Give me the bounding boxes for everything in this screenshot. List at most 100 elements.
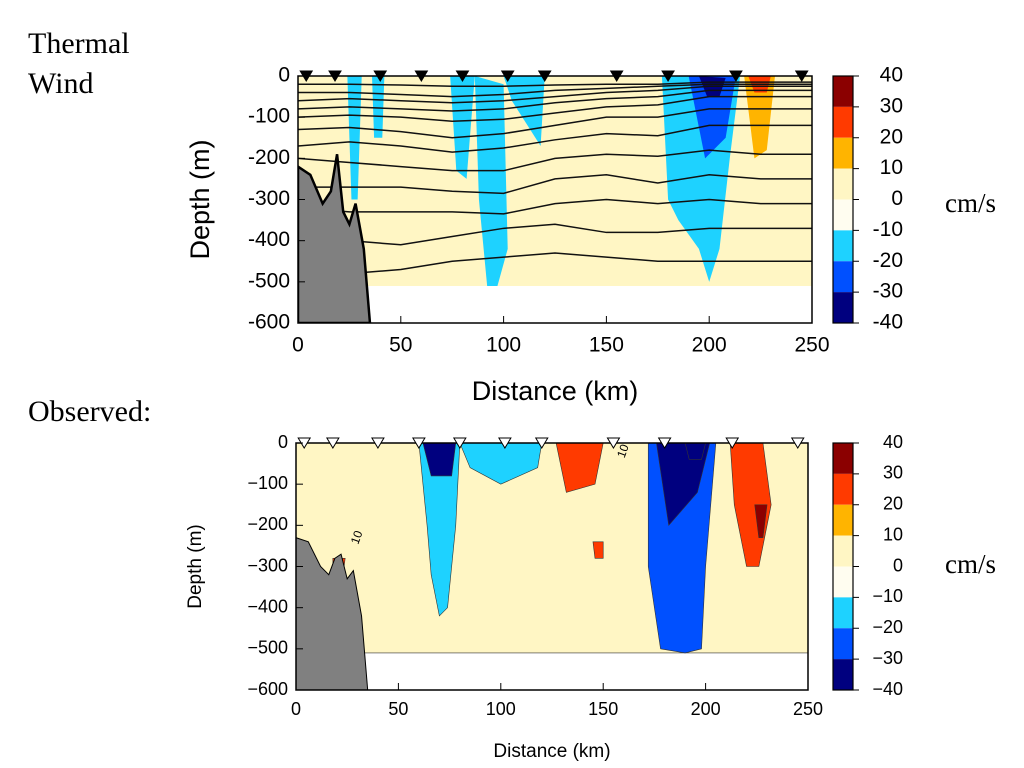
- y-axis-title: Depth (m): [185, 524, 206, 608]
- colorbar-tick-label: -20: [873, 249, 903, 272]
- panel-label: Observed:: [28, 395, 152, 428]
- station-marker: [498, 437, 512, 449]
- colorbar-tick-label: 0: [893, 555, 903, 575]
- contour-label: 10: [348, 528, 366, 546]
- colorbar-tick-label: 30: [883, 463, 903, 483]
- isopycnal: [298, 252, 812, 275]
- isopycnal: [298, 85, 812, 104]
- y-tick-label: −100: [247, 473, 288, 493]
- isopycnal: [298, 108, 812, 139]
- station-marker: [729, 70, 743, 82]
- velocity-region: [372, 76, 385, 138]
- velocity-region: [592, 541, 604, 559]
- colorbar-block: [833, 443, 853, 474]
- y-tick-label: −500: [247, 638, 288, 658]
- x-tick-label: 100: [486, 699, 516, 719]
- station-marker: [725, 437, 740, 449]
- plot-area: [298, 76, 812, 323]
- y-tick-label: -600: [248, 311, 290, 334]
- colorbar-tick-label: −30: [872, 648, 903, 668]
- colorbar-tick-label: 30: [880, 94, 903, 117]
- bathymetry: [296, 537, 369, 690]
- station-marker: [500, 70, 515, 82]
- x-tick-label: 250: [793, 699, 823, 719]
- colorbar-tick-label: −40: [872, 679, 903, 699]
- bathymetry: [298, 154, 372, 323]
- velocity-region: [474, 76, 508, 286]
- velocity-region: [754, 504, 768, 538]
- isopycnal: [298, 95, 812, 123]
- isopycnal: [298, 223, 812, 246]
- velocity-region: [459, 443, 543, 485]
- colorbar-unit: cm/s: [945, 549, 996, 579]
- colorbar-unit: cm/s: [945, 188, 996, 218]
- velocity-region: [555, 443, 604, 493]
- isopycnal: [298, 198, 812, 215]
- velocity-region: [296, 443, 808, 654]
- station-marker: [657, 437, 672, 449]
- isopycnal: [298, 81, 812, 88]
- colorbar-block: [833, 292, 853, 323]
- colorbar-block: [833, 535, 853, 567]
- y-tick-label: -100: [248, 105, 290, 128]
- station-marker: [606, 437, 621, 449]
- colorbar-block: [833, 628, 853, 660]
- station-marker: [371, 437, 385, 449]
- colorbar-block: [833, 137, 853, 169]
- station-marker: [455, 70, 470, 82]
- plot-area: [296, 443, 808, 690]
- x-tick-label: 0: [291, 699, 301, 719]
- colorbar-block: [833, 504, 853, 536]
- station-marker: [328, 70, 342, 82]
- y-tick-label: -200: [248, 146, 290, 169]
- colorbar-tick-label: 10: [883, 524, 903, 544]
- y-tick-label: -400: [248, 228, 290, 251]
- x-tick-label: 150: [588, 699, 618, 719]
- velocity-region: [418, 443, 461, 617]
- velocity-region: [422, 443, 457, 477]
- colorbar-tick-label: -40: [873, 311, 903, 334]
- station-marker: [452, 437, 467, 449]
- colorbar-block: [833, 106, 853, 138]
- station-marker: [534, 437, 549, 449]
- x-tick-label: 50: [388, 699, 408, 719]
- station-marker: [414, 70, 429, 82]
- x-axis-title: Distance (km): [493, 741, 610, 762]
- y-tick-label: −300: [247, 555, 288, 575]
- colorbar-tick-label: −20: [872, 617, 903, 637]
- colorbar-block: [833, 473, 853, 505]
- colorbar-tick-label: 40: [880, 64, 903, 87]
- x-tick-label: 250: [794, 334, 829, 357]
- x-tick-label: 0: [292, 334, 304, 357]
- station-marker: [373, 70, 388, 82]
- velocity-region: [656, 443, 711, 527]
- contour-label: 10: [614, 442, 632, 460]
- isopycnal: [298, 149, 812, 172]
- panel-label: Thermal Wind: [28, 27, 130, 100]
- colorbar-tick-label: 20: [880, 125, 903, 148]
- x-tick-label: 150: [589, 334, 624, 357]
- colorbar-tick-label: 20: [883, 494, 903, 514]
- isopycnal: [298, 89, 812, 112]
- colorbar-block: [833, 199, 853, 231]
- station-marker: [794, 70, 809, 82]
- station-marker: [537, 70, 552, 82]
- y-tick-label: -300: [248, 187, 290, 210]
- y-tick-label: −200: [247, 514, 288, 534]
- colorbar-block: [833, 597, 853, 629]
- colorbar-tick-label: -30: [873, 280, 903, 303]
- colorbar-tick-label: 0: [891, 187, 903, 210]
- colorbar-block: [833, 261, 853, 293]
- station-marker: [790, 437, 805, 449]
- colorbar-block: [833, 566, 853, 598]
- station-marker: [411, 437, 426, 449]
- colorbar-block: [833, 230, 853, 262]
- station-marker: [609, 70, 624, 82]
- colorbar-tick-label: -10: [873, 218, 903, 241]
- colorbar-tick-label: −10: [872, 586, 903, 606]
- y-axis-title: Depth (m): [185, 139, 215, 259]
- x-tick-label: 50: [389, 334, 412, 357]
- x-tick-label: 200: [691, 699, 721, 719]
